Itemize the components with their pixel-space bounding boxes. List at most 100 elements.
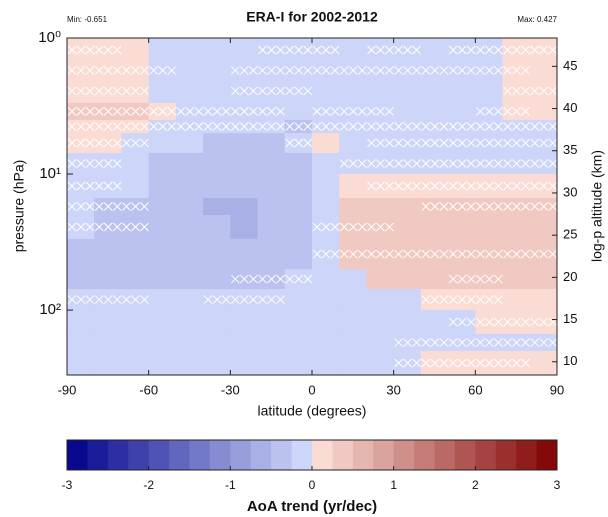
cell bbox=[339, 133, 367, 154]
cell bbox=[121, 152, 150, 175]
cross bbox=[76, 295, 86, 304]
significance-hatch bbox=[421, 181, 449, 191]
cross bbox=[103, 159, 113, 168]
cell bbox=[284, 238, 313, 270]
cell bbox=[502, 289, 531, 311]
cross bbox=[503, 202, 512, 211]
significance-hatch bbox=[94, 295, 122, 304]
cross bbox=[539, 45, 549, 55]
cross bbox=[484, 274, 494, 284]
cross bbox=[530, 202, 540, 211]
cross bbox=[112, 181, 122, 191]
significance-hatch bbox=[149, 122, 177, 131]
cross bbox=[394, 181, 404, 191]
cross bbox=[140, 66, 149, 75]
cross bbox=[493, 159, 503, 168]
cross bbox=[321, 122, 331, 131]
significance-hatch bbox=[203, 295, 231, 304]
cross bbox=[103, 202, 113, 211]
cross bbox=[448, 358, 458, 368]
cross bbox=[385, 45, 394, 55]
cross bbox=[403, 138, 413, 148]
colorbar-swatch bbox=[352, 440, 374, 470]
cross bbox=[303, 86, 313, 96]
cross bbox=[394, 45, 404, 55]
cross bbox=[67, 202, 77, 211]
cross bbox=[539, 122, 549, 131]
cell bbox=[502, 269, 531, 290]
cross bbox=[94, 138, 104, 148]
cross bbox=[521, 138, 530, 148]
significance-hatch bbox=[258, 274, 285, 284]
significance-hatch bbox=[421, 138, 449, 148]
colorbar-swatch bbox=[332, 440, 354, 470]
cross bbox=[103, 222, 113, 232]
cell bbox=[366, 269, 395, 290]
cross bbox=[430, 358, 440, 368]
significance-hatch bbox=[67, 122, 95, 131]
cross bbox=[403, 338, 413, 347]
cell bbox=[230, 310, 259, 335]
cell bbox=[448, 214, 476, 240]
significance-hatch bbox=[94, 222, 122, 232]
cell bbox=[284, 310, 313, 335]
cell bbox=[420, 38, 449, 63]
cross bbox=[493, 66, 503, 75]
cross bbox=[475, 107, 485, 116]
cross bbox=[321, 45, 331, 55]
cell bbox=[420, 310, 449, 335]
cross bbox=[548, 181, 558, 191]
cell bbox=[284, 152, 313, 175]
cross bbox=[376, 249, 385, 259]
cell bbox=[366, 78, 395, 104]
cross bbox=[94, 159, 104, 168]
significance-hatch bbox=[339, 222, 367, 232]
x-tick-label: 0 bbox=[308, 382, 315, 397]
cross bbox=[403, 181, 413, 191]
cross bbox=[348, 159, 358, 168]
cross bbox=[258, 107, 267, 116]
cross bbox=[484, 122, 494, 131]
cross bbox=[294, 45, 304, 55]
cross bbox=[367, 249, 376, 259]
significance-hatch bbox=[421, 66, 449, 75]
significance-hatch bbox=[339, 159, 367, 168]
cross bbox=[475, 274, 485, 284]
cross bbox=[412, 159, 422, 168]
cross bbox=[339, 107, 349, 116]
cell bbox=[67, 334, 95, 352]
cross bbox=[85, 138, 95, 148]
cross bbox=[67, 159, 77, 168]
cross bbox=[258, 122, 267, 131]
significance-hatch bbox=[67, 86, 95, 96]
cross bbox=[376, 222, 385, 232]
cross bbox=[131, 202, 140, 211]
cross bbox=[294, 274, 304, 284]
colorbar-swatch bbox=[148, 440, 170, 470]
cross bbox=[112, 107, 122, 116]
cross bbox=[484, 317, 494, 327]
cross bbox=[466, 358, 476, 368]
cross bbox=[248, 86, 258, 96]
cell bbox=[312, 310, 340, 335]
significance-hatch bbox=[503, 86, 530, 96]
significance-hatch bbox=[94, 159, 122, 168]
cell bbox=[475, 214, 504, 240]
cross bbox=[367, 181, 376, 191]
cross bbox=[475, 358, 485, 368]
cross bbox=[330, 222, 340, 232]
significance-hatch bbox=[475, 202, 503, 211]
cross bbox=[503, 122, 512, 131]
cross bbox=[94, 222, 104, 232]
cross bbox=[112, 159, 122, 168]
cross bbox=[112, 122, 122, 131]
cross bbox=[158, 66, 168, 75]
cross bbox=[521, 107, 530, 116]
cross bbox=[367, 138, 376, 148]
cell bbox=[148, 351, 177, 376]
cross bbox=[521, 338, 530, 347]
cross bbox=[421, 295, 431, 304]
y-tick-label: 10⁰ bbox=[38, 29, 61, 46]
significance-hatch bbox=[203, 107, 231, 116]
significance-hatch bbox=[258, 45, 285, 55]
